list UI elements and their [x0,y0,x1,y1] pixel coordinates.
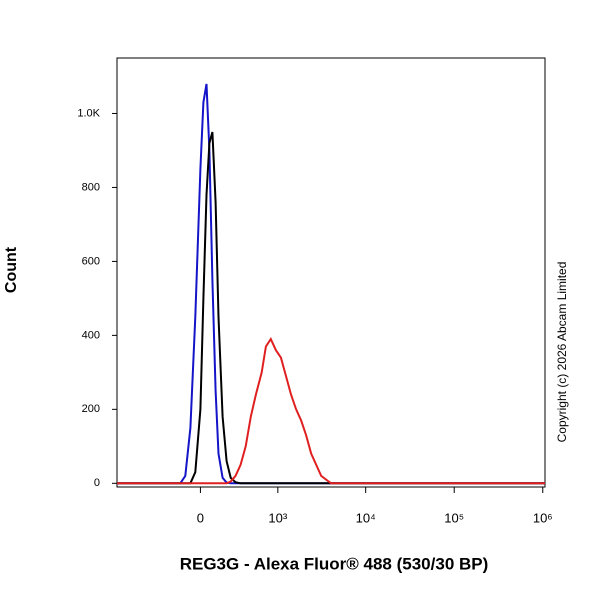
x-tick-label: 10⁵ [444,510,464,525]
y-axis-label: Count [3,246,20,293]
y-tick-label: 600 [82,255,100,267]
y-tick-label: 0 [94,477,100,489]
y-tick-label: 200 [82,403,100,415]
x-axis-label: REG3G - Alexa Fluor® 488 (530/30 BP) [180,554,489,573]
copyright: Copyright (c) 2026 Abcam Limited [555,262,569,443]
x-tick-label: 0 [197,510,204,525]
histogram-line [117,131,545,485]
x-tick-label: 10³ [268,510,287,525]
plot-frame [116,57,546,488]
y-tick-label: 400 [82,329,100,341]
histogram-line [117,83,545,485]
x-tick-label: 10⁴ [356,510,376,525]
histogram-line [117,337,545,485]
x-tick-label: 10⁶ [533,510,553,525]
y-tick-label: 1.0K [77,107,100,119]
y-tick-label: 800 [82,181,100,193]
